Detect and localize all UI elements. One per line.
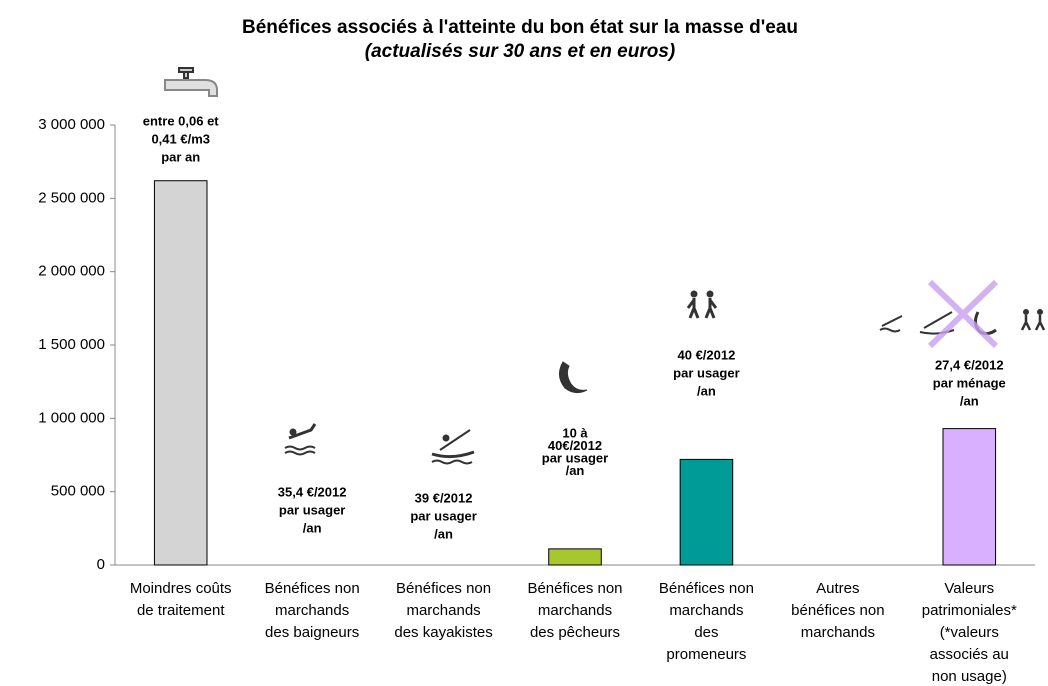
annotation: 40 €/2012 bbox=[678, 347, 736, 362]
y-tick-label: 2 500 000 bbox=[38, 189, 105, 206]
x-tick-label: Valeurs bbox=[944, 580, 994, 597]
annotation: par usager bbox=[410, 508, 476, 523]
bar bbox=[548, 548, 602, 566]
x-tick-label: des pêcheurs bbox=[530, 624, 620, 641]
annotation: par usager bbox=[673, 365, 739, 380]
y-tick-label: 3 000 000 bbox=[38, 116, 105, 133]
faucet-icon bbox=[164, 67, 218, 97]
combined-icons bbox=[879, 279, 1046, 349]
annotation: 10 à bbox=[562, 425, 588, 440]
annotation: /an bbox=[303, 520, 322, 535]
x-tick-label: associés au bbox=[930, 646, 1009, 663]
annotation: entre 0,06 et bbox=[143, 113, 220, 128]
x-tick-label: marchands bbox=[669, 602, 743, 619]
annotation: 40€/2012 bbox=[548, 438, 602, 453]
annotation: /an bbox=[566, 463, 585, 478]
x-tick-label: promeneurs bbox=[666, 646, 746, 663]
chart-title: Bénéfices associés à l'atteinte du bon é… bbox=[242, 17, 798, 38]
annotation: 35,4 €/2012 bbox=[278, 484, 347, 499]
x-tick-label: Moindres coûts bbox=[130, 580, 232, 597]
y-tick-label: 1 000 000 bbox=[38, 409, 105, 426]
x-tick-label: Autres bbox=[816, 580, 859, 597]
x-tick-label: Bénéfices non bbox=[396, 580, 491, 597]
x-tick-label: des kayakistes bbox=[394, 624, 492, 641]
kayak-icon bbox=[431, 429, 475, 465]
annotation: 39 €/2012 bbox=[415, 490, 473, 505]
x-tick-label: marchands bbox=[538, 602, 612, 619]
x-tick-label: non usage) bbox=[932, 668, 1007, 685]
annotation: 27,4 €/2012 bbox=[935, 357, 1004, 372]
annotation: par usager bbox=[279, 502, 345, 517]
x-tick-label: patrimoniales* bbox=[922, 602, 1017, 619]
annotation: 0,41 €/m3 bbox=[151, 131, 210, 146]
bar bbox=[942, 428, 997, 566]
chart-subtitle: (actualisés sur 30 ans et en euros) bbox=[365, 41, 675, 62]
x-tick-label: Bénéfices non bbox=[659, 580, 754, 597]
fish-icon bbox=[559, 361, 588, 394]
x-tick-label: de traitement bbox=[137, 602, 225, 619]
x-tick-label: Bénéfices non bbox=[527, 580, 622, 597]
bar bbox=[679, 458, 734, 566]
annotation: par ménage bbox=[933, 375, 1006, 390]
y-tick-label: 2 000 000 bbox=[38, 263, 105, 280]
x-tick-label: marchands bbox=[801, 624, 875, 641]
swimmer-icon bbox=[284, 423, 317, 456]
annotation: par usager bbox=[542, 450, 608, 465]
annotation: /an bbox=[960, 393, 979, 408]
x-tick-label: (*valeurs bbox=[940, 624, 999, 641]
y-tick-label: 0 bbox=[97, 556, 105, 573]
y-tick-label: 1 500 000 bbox=[38, 336, 105, 353]
annotation: /an bbox=[434, 526, 453, 541]
x-tick-label: bénéfices non bbox=[791, 602, 884, 619]
x-tick-label: marchands bbox=[406, 602, 480, 619]
bar bbox=[153, 180, 208, 566]
annotation: /an bbox=[697, 383, 716, 398]
x-tick-label: des baigneurs bbox=[265, 624, 359, 641]
annotation: par an bbox=[161, 149, 200, 164]
x-tick-label: marchands bbox=[275, 602, 349, 619]
y-tick-label: 500 000 bbox=[51, 483, 105, 500]
x-tick-label: des bbox=[694, 624, 718, 641]
x-tick-label: Bénéfices non bbox=[265, 580, 360, 597]
hikers-icon bbox=[686, 290, 718, 319]
